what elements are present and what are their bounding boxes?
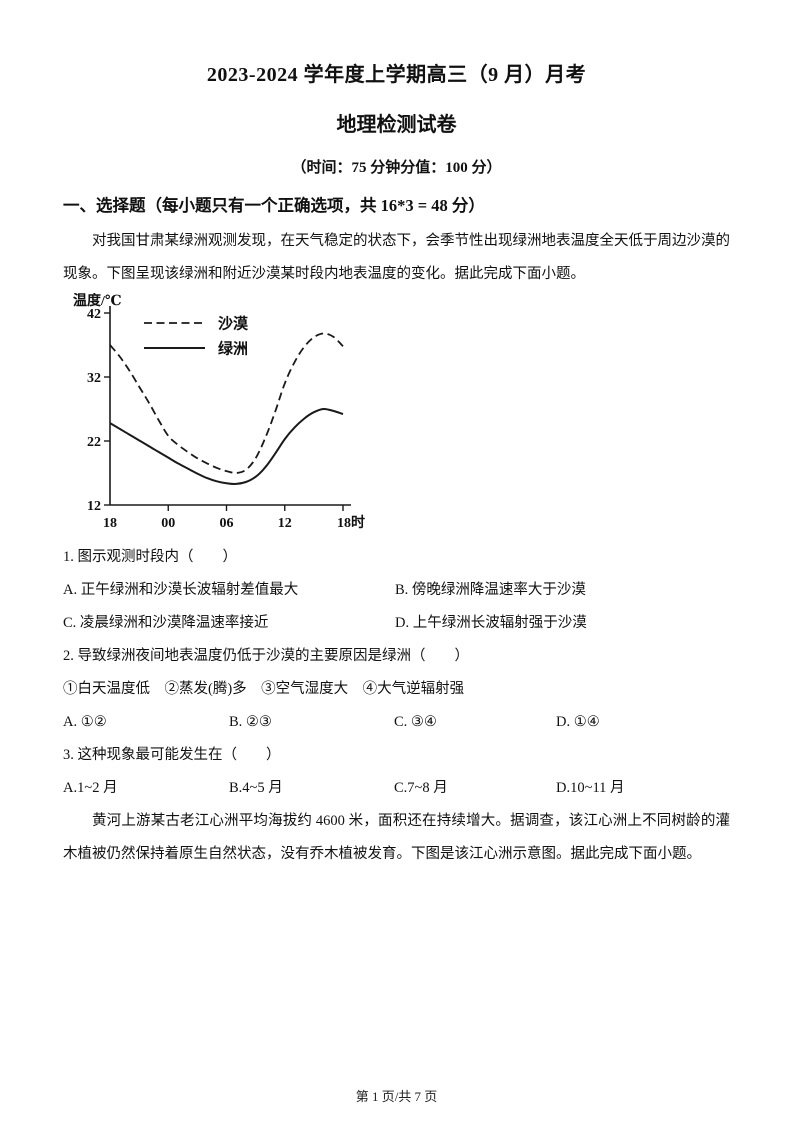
page-title: 2023-2024 学年度上学期高三（9 月）月考 bbox=[206, 64, 587, 86]
question-2-options-row: A. ①② B. ②③ C. ③④ D. ①④ bbox=[63, 706, 730, 739]
page-number: 第 1 页/共 7 页 bbox=[355, 1089, 438, 1104]
question-2-stem: 2. 导致绿洲夜间地表温度仍低于沙漠的主要原因是绿洲（ ） bbox=[63, 648, 469, 664]
question-1-options-row-2: C. 凌晨绿洲和沙漠降温速率接近 D. 上午绿洲长波辐射强于沙漠 bbox=[63, 607, 730, 640]
y-tick-label: 32 bbox=[87, 371, 101, 386]
x-tick-label: 06 bbox=[220, 516, 234, 531]
page-content: 2023-2024 学年度上学期高三（9 月）月考 地理检测试卷 （时间：75 … bbox=[63, 64, 730, 862]
x-tick-label: 12 bbox=[278, 516, 292, 531]
section-heading: 一、选择题（每小题只有一个正确选项，共 16*3 = 48 分） bbox=[63, 196, 485, 215]
y-tick-label: 12 bbox=[87, 499, 101, 514]
chart-container: 温度/℃ 12 22 32 42 18 00 06 12 18时 沙漠绿洲 bbox=[69, 292, 730, 541]
question-1-options-row-1: A. 正午绿洲和沙漠长波辐射差值最大 B. 傍晚绿洲降温速率大于沙漠 bbox=[63, 574, 730, 607]
y-tick-label: 22 bbox=[87, 435, 101, 450]
question-1-option-a: A. 正午绿洲和沙漠长波辐射差值最大 bbox=[63, 582, 299, 598]
y-tick-label: 42 bbox=[87, 307, 101, 322]
question-1-option-c: C. 凌晨绿洲和沙漠降温速率接近 bbox=[63, 615, 269, 631]
question-3-option-b: B.4~5 月 bbox=[229, 780, 283, 796]
question-2-sub-options: ①白天温度低 ②蒸发(腾)多 ③空气湿度大 ④大气逆辐射强 bbox=[63, 681, 465, 697]
series-dashed bbox=[109, 332, 344, 474]
x-tick-label: 18 bbox=[103, 516, 117, 531]
question-1-stem: 1. 图示观测时段内（ ） bbox=[63, 549, 237, 565]
x-tick-label: 18时 bbox=[337, 514, 365, 531]
question-3-option-a: A.1~2 月 bbox=[63, 780, 118, 796]
page-subtitle: 地理检测试卷 bbox=[336, 114, 457, 136]
question-3-option-c: C.7~8 月 bbox=[394, 780, 448, 796]
series-solid bbox=[109, 407, 344, 485]
question-1-option-d: D. 上午绿洲长波辐射强于沙漠 bbox=[395, 615, 587, 631]
legend-label: 沙漠 bbox=[218, 315, 249, 333]
question-3-options-row: A.1~2 月 B.4~5 月 C.7~8 月 D.10~11 月 bbox=[63, 772, 730, 805]
question-2-option-b: B. ②③ bbox=[229, 714, 272, 730]
y-axis-title: 温度/℃ bbox=[73, 293, 122, 309]
question-2-option-c: C. ③④ bbox=[394, 714, 437, 730]
exam-meta: （时间：75 分钟分值：100 分） bbox=[291, 160, 502, 176]
legend-label: 绿洲 bbox=[218, 340, 248, 358]
question-3-option-d: D.10~11 月 bbox=[556, 780, 625, 796]
question-3-stem: 3. 这种现象最可能发生在（ ） bbox=[63, 747, 281, 763]
question-2-option-d: D. ①④ bbox=[556, 714, 600, 730]
x-tick-label: 00 bbox=[161, 516, 175, 531]
intro-paragraph-1: 对我国甘肃某绿洲观测发现，在天气稳定的状态下，会季节性出现绿洲地表温度全天低于周… bbox=[63, 233, 730, 282]
question-2-option-a: A. ①② bbox=[63, 714, 107, 730]
intro-paragraph-2: 黄河上游某古老江心洲平均海拔约 4600 米，面积还在持续增大。据调查，该江心洲… bbox=[63, 813, 730, 862]
question-1-option-b: B. 傍晚绿洲降温速率大于沙漠 bbox=[395, 582, 586, 598]
